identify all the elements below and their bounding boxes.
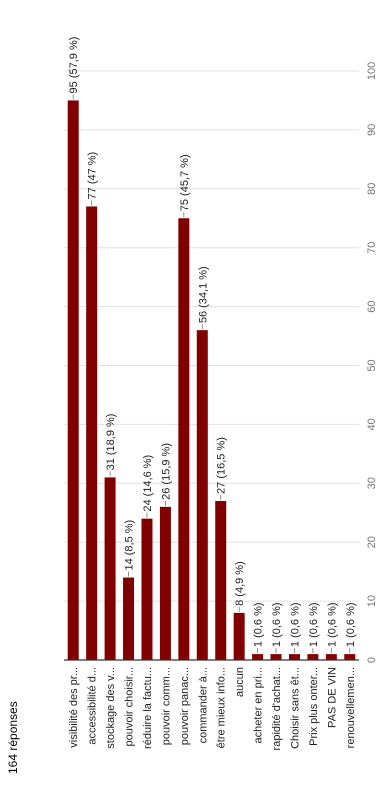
bar	[159, 506, 171, 660]
bar	[141, 518, 153, 660]
tick-label: 20	[366, 536, 378, 548]
data-label: 77 (47 %)	[87, 152, 99, 200]
bar	[67, 100, 79, 660]
bar	[325, 654, 337, 660]
bar	[196, 330, 208, 660]
data-label: 56 (34,1 %)	[197, 266, 209, 323]
data-label: 1 (0,6 %)	[289, 602, 301, 647]
category-label: pouvoir comm...	[160, 667, 172, 745]
bar	[123, 577, 135, 660]
category-label: Choisir sans êt...	[289, 667, 301, 749]
category-label: visibilité des pr...	[68, 667, 80, 748]
category-label: Prix plus onter...	[308, 667, 320, 746]
data-label: 14 (8,5 %)	[124, 520, 136, 571]
tick-label: 90	[366, 124, 378, 136]
data-label: 26 (15,9 %)	[160, 443, 172, 500]
data-label: 1 (0,6 %)	[271, 602, 283, 647]
data-label: 1 (0,6 %)	[326, 602, 338, 647]
bar	[215, 500, 227, 660]
tick-label: 60	[366, 300, 378, 312]
category-label: être mieux info...	[216, 667, 228, 748]
category-label: réduire la factu...	[142, 667, 154, 749]
data-label: 1 (0,6 %)	[345, 602, 357, 647]
data-label: 27 (16,5 %)	[216, 437, 228, 494]
data-label: 1 (0,6 %)	[253, 602, 265, 647]
data-label: 24 (14,6 %)	[142, 455, 154, 512]
tick-label: 40	[366, 418, 378, 430]
data-label: 8 (4,9 %)	[234, 561, 246, 606]
data-label: 1 (0,6 %)	[308, 602, 320, 647]
bar	[233, 612, 245, 660]
bar	[288, 654, 300, 660]
category-label: aucun	[234, 667, 246, 697]
tick-label: 70	[366, 242, 378, 254]
bar	[104, 477, 116, 660]
bar	[307, 654, 319, 660]
tick-label: 100	[366, 62, 378, 80]
category-label: renouvellemen...	[345, 667, 357, 748]
category-labels: visibilité des pr... accessibilité d... st…	[68, 667, 357, 750]
bars	[67, 100, 356, 660]
category-label: acheter en pri...	[253, 667, 265, 743]
data-label: 75 (45,7 %)	[179, 154, 191, 211]
data-label: 95 (57,9 %)	[68, 37, 80, 94]
category-label: stockage des v...	[105, 667, 117, 749]
category-label: accessibilité d...	[87, 667, 99, 745]
bar	[178, 218, 190, 660]
category-label: commander à...	[197, 667, 209, 743]
category-label: PAS DE VIN	[326, 667, 338, 728]
category-label: rapidité d'achat...	[271, 667, 283, 750]
bar	[344, 654, 356, 660]
value-axis: 0 10 20 30 40 50 60 70 80 90 100	[64, 62, 378, 663]
category-label: pouvoir choisir...	[124, 667, 136, 746]
bar	[252, 654, 264, 660]
tick-label: 10	[366, 595, 378, 607]
response-count: 164 réponses	[6, 701, 20, 774]
data-labels: 95 (57,9 %) 77 (47 %) 31 (18,9 %) 14 (8,5 %…	[68, 37, 357, 654]
bar	[270, 654, 282, 660]
tick-label: 0	[366, 657, 378, 663]
category-label: pouvoir panac...	[179, 667, 191, 745]
bar	[86, 206, 98, 660]
tick-label: 50	[366, 359, 378, 371]
data-label: 31 (18,9 %)	[105, 414, 117, 471]
tick-label: 30	[366, 477, 378, 489]
tick-label: 80	[366, 183, 378, 195]
